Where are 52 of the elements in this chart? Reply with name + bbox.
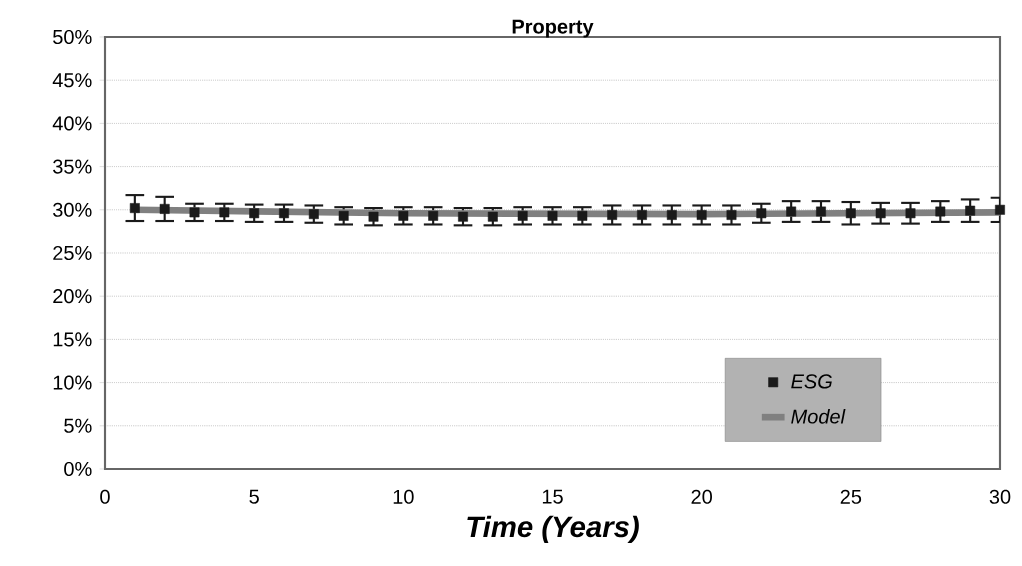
point <box>995 204 1005 215</box>
x-tick-label: 0 <box>100 489 110 504</box>
point <box>816 206 826 217</box>
point <box>786 206 797 217</box>
point <box>637 210 647 220</box>
point <box>338 210 349 221</box>
point <box>696 210 707 220</box>
point <box>965 205 976 216</box>
y-tick-label: 15% <box>53 332 92 347</box>
point <box>845 208 856 219</box>
point <box>249 208 260 219</box>
point <box>398 210 409 221</box>
x-tick-label: 20 <box>691 489 712 504</box>
x-tick-label: 10 <box>393 489 414 504</box>
y-tick-label: 30% <box>53 202 92 217</box>
point <box>129 203 140 213</box>
point <box>487 211 498 222</box>
point <box>935 206 946 217</box>
point <box>726 210 737 220</box>
point <box>279 208 289 219</box>
y-tick-label: 50% <box>53 29 92 45</box>
legend-label: ESG <box>791 374 832 389</box>
y-tick-label: 40% <box>52 116 92 131</box>
y-tick-label: 5% <box>64 418 92 433</box>
chart-title: Property <box>512 19 594 38</box>
point <box>517 210 528 221</box>
point <box>428 210 439 221</box>
legend-label: Model <box>791 408 846 424</box>
x-tick-label: 5 <box>249 489 259 504</box>
point <box>547 210 558 221</box>
y-tick-label: 35% <box>53 159 92 174</box>
y-tick-label: 10% <box>53 375 92 390</box>
point <box>577 210 588 221</box>
point <box>458 211 468 222</box>
x-axis-title: Time (Years) <box>467 515 639 544</box>
point <box>666 210 677 220</box>
y-tick-label: 0% <box>64 461 92 477</box>
point <box>159 203 170 214</box>
y-tick-label: 25% <box>53 245 92 261</box>
point <box>607 210 618 220</box>
point <box>875 208 886 219</box>
y-tick-label: 20% <box>53 289 92 304</box>
point <box>756 208 767 219</box>
point <box>905 208 916 219</box>
point <box>368 211 379 222</box>
point <box>219 207 230 218</box>
point <box>189 207 200 218</box>
x-tick-label: 30 <box>989 489 1011 504</box>
x-tick-label: 15 <box>542 489 563 504</box>
x-tick-label: 25 <box>840 489 862 504</box>
y-tick-label: 45% <box>52 73 92 88</box>
point <box>308 209 319 220</box>
